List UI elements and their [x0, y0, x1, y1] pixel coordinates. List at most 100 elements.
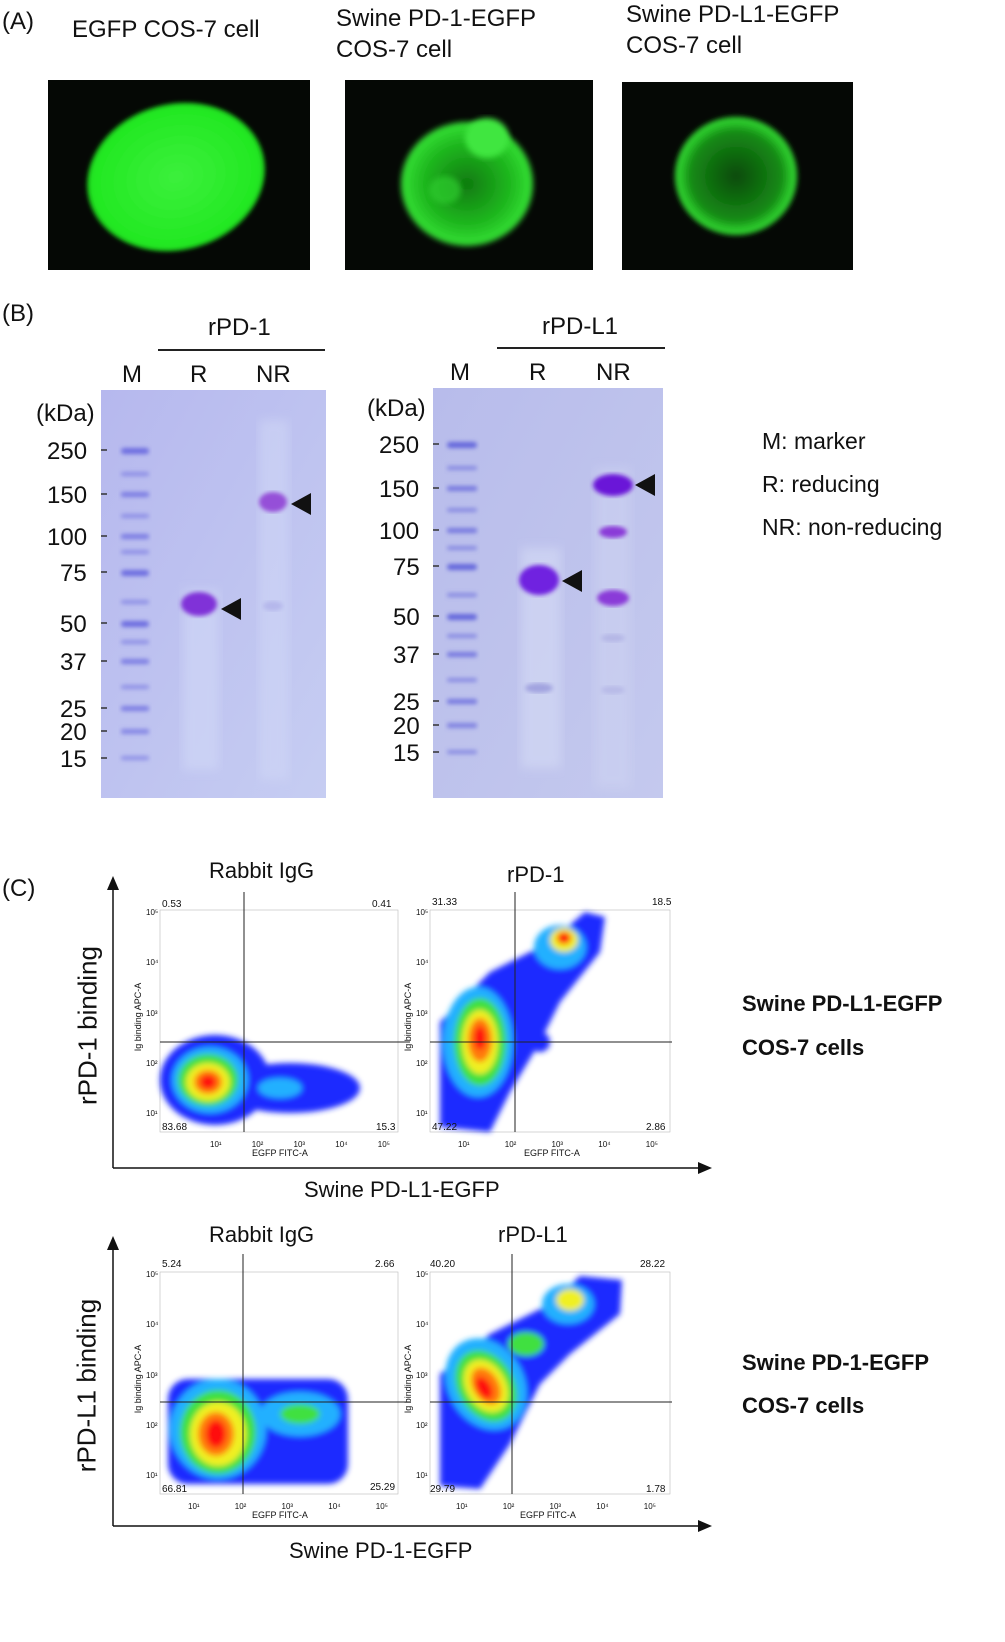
- plot1-xtick: 10³: [293, 1140, 306, 1149]
- gel2-arrow-r: [562, 570, 582, 592]
- plot2-xtick: 10⁵: [645, 1140, 658, 1149]
- plot1-xticks: 10¹ 10² 10³ 10⁴ 10⁵: [210, 1140, 390, 1149]
- gel1-title: rPD-1: [208, 314, 271, 341]
- gel2-marker-150: 150: [379, 476, 420, 503]
- plot3-xticks: 10¹ 10² 10³ 10⁴ 10⁵: [188, 1502, 388, 1511]
- plot3-q-ur: 2.66: [375, 1259, 395, 1270]
- plot3-ytick: 10¹: [146, 1471, 158, 1480]
- plot1-q-ul: 0.53: [162, 899, 182, 910]
- plot1-q-ur: 0.41: [372, 899, 392, 910]
- plot1-ytick: 10³: [146, 1008, 158, 1018]
- plot3-xtick: 10³: [281, 1502, 294, 1511]
- gel2-marker-50: 50: [393, 604, 420, 631]
- gel1-marker-100: 100: [47, 524, 88, 551]
- row1-cells-line1: Swine PD-L1-EGFP: [742, 991, 943, 1016]
- plot1-q-ll: 83.68: [162, 1122, 188, 1133]
- gel2-arrow-nr: [635, 474, 655, 496]
- plot4-ytick: 10⁵: [416, 1270, 429, 1279]
- plot2-q-lr: 2.86: [646, 1122, 666, 1133]
- gel2-kda-label: (kDa): [367, 395, 426, 422]
- plot3-title: Rabbit IgG: [209, 1222, 315, 1247]
- plot4-ytick: 10³: [416, 1370, 428, 1380]
- plot3-ytick: 10⁴: [146, 1320, 159, 1330]
- flow-plot-2-density: [429, 892, 672, 1133]
- plot3-q-lr: 25.29: [370, 1482, 396, 1493]
- gel2-marker-20: 20: [393, 713, 420, 740]
- row1-xlabel: Swine PD-L1-EGFP: [304, 1177, 500, 1202]
- row1-cells-line2: COS-7 cells: [742, 1035, 865, 1060]
- plot4-xtick: 10⁵: [643, 1502, 656, 1511]
- legend-marker: M: marker: [762, 428, 866, 454]
- plot1-ytick: 10⁵: [146, 908, 159, 917]
- plot4-q-lr: 1.78: [646, 1484, 666, 1495]
- gel2-marker-37: 37: [393, 642, 420, 669]
- gel1-marker-250: 250: [47, 438, 88, 465]
- panel-b-label: (B): [2, 300, 34, 327]
- gel1-lane-nr: NR: [256, 361, 291, 388]
- plot1-ytick: 10²: [146, 1058, 158, 1068]
- plot3-xtick: 10⁵: [375, 1502, 388, 1511]
- plot2-xaxis: EGFP FITC-A: [524, 1148, 580, 1158]
- plot3-xtick: 10²: [234, 1502, 247, 1511]
- gel1-lane-m: M: [122, 361, 142, 388]
- flow-plot-4: 40.20 28.22 29.79 1.78 10¹ 10² 10³ 10⁴ 10⁵ 1…: [400, 1254, 680, 1524]
- gel1-marker-15: 15: [60, 746, 87, 773]
- plot2-ytick: 10³: [416, 1008, 428, 1018]
- plot1-xtick: 10¹: [210, 1140, 222, 1149]
- plot4-yticks: 10⁵ 10⁴ 10³ 10² 10¹: [416, 1270, 428, 1480]
- gel1-marker-150: 150: [47, 482, 88, 509]
- gel1-arrow-nr: [291, 493, 311, 515]
- flow-plot-1: 0.53 0.41 83.68 15.3 10¹ 10² 10³ 10⁴ 10⁵ 10⁵…: [130, 892, 410, 1162]
- panel-c-label: (C): [2, 875, 36, 902]
- plot1-xaxis: EGFP FITC-A: [252, 1148, 308, 1158]
- plot3-q-ll: 66.81: [162, 1484, 188, 1495]
- gel2-lane-nr: NR: [596, 359, 631, 386]
- pd1-egfp-cell-image: [345, 80, 593, 270]
- plot2-q-ur: 18.5: [652, 897, 672, 908]
- plot2-title: rPD-1: [507, 862, 565, 887]
- gel2-marker-75: 75: [393, 554, 420, 581]
- plot2-q-ll: 47.22: [432, 1122, 458, 1133]
- gel1-marker-20: 20: [60, 719, 87, 746]
- plot4-xticks: 10¹ 10² 10³ 10⁴ 10⁵: [456, 1502, 656, 1511]
- plot1-xtick: 10⁴: [335, 1140, 348, 1149]
- legend-reducing: R: reducing: [762, 471, 880, 497]
- gel1-marker-75: 75: [60, 560, 87, 587]
- gel2-title: rPD-L1: [542, 313, 619, 340]
- gel2-marker-250: 250: [379, 432, 420, 459]
- gel1-arrow-r: [221, 598, 241, 620]
- plot3-ytick: 10²: [146, 1420, 158, 1430]
- gel2-marker-100: 100: [379, 518, 420, 545]
- plot3-ytick: 10³: [146, 1370, 158, 1380]
- plot4-xtick: 10⁴: [596, 1502, 609, 1511]
- gel1-marker-25: 25: [60, 696, 87, 723]
- row1-axes: [107, 876, 712, 1174]
- pdl1-egfp-cell-image: [622, 82, 853, 270]
- gel1-kda-label: (kDa): [36, 400, 95, 427]
- flow-plot-2: 31.33 18.5 47.22 2.86 10¹ 10² 10³ 10⁴ 10⁵ 10…: [400, 892, 680, 1162]
- plot4-xaxis: EGFP FITC-A: [520, 1510, 576, 1520]
- plot4-yaxis: Ig binding APC-A: [403, 1344, 413, 1414]
- gel2-lane-r: R: [529, 359, 547, 386]
- plot1-ytick: 10⁴: [146, 958, 159, 968]
- row2-axes: [107, 1236, 712, 1532]
- flow-plot-3-density: [159, 1254, 410, 1495]
- plot1-xtick: 10²: [251, 1140, 264, 1149]
- plot3-xtick: 10¹: [188, 1502, 200, 1511]
- legend-non-reducing: NR: non-reducing: [762, 514, 943, 540]
- plot2-ytick: 10²: [416, 1058, 428, 1068]
- pdl1-cell-title-line1: Swine PD-L1-EGFP: [626, 1, 840, 28]
- row2-ylabel: rPD-L1 binding: [71, 1298, 102, 1473]
- plot2-xticks: 10¹ 10² 10³ 10⁴ 10⁵: [458, 1140, 658, 1149]
- plot1-title: Rabbit IgG: [209, 858, 315, 883]
- plot3-yaxis: Ig binding APC-A: [133, 1344, 143, 1414]
- row2-cells-line2: COS-7 cells: [742, 1393, 865, 1418]
- plot2-xtick: 10³: [551, 1140, 564, 1149]
- gel1-title-line: [158, 349, 325, 351]
- pd1-cell-title-line2: COS-7 cell: [336, 36, 453, 63]
- plot4-ytick: 10¹: [416, 1471, 428, 1480]
- plot1-q-lr: 15.3: [376, 1122, 396, 1133]
- plot1-yaxis: Ig binding APC-A: [133, 982, 143, 1052]
- flow-plot-3: 5.24 2.66 66.81 25.29 10¹ 10² 10³ 10⁴ 10⁵ 10…: [130, 1254, 410, 1524]
- panel-a-label: (A): [2, 8, 34, 35]
